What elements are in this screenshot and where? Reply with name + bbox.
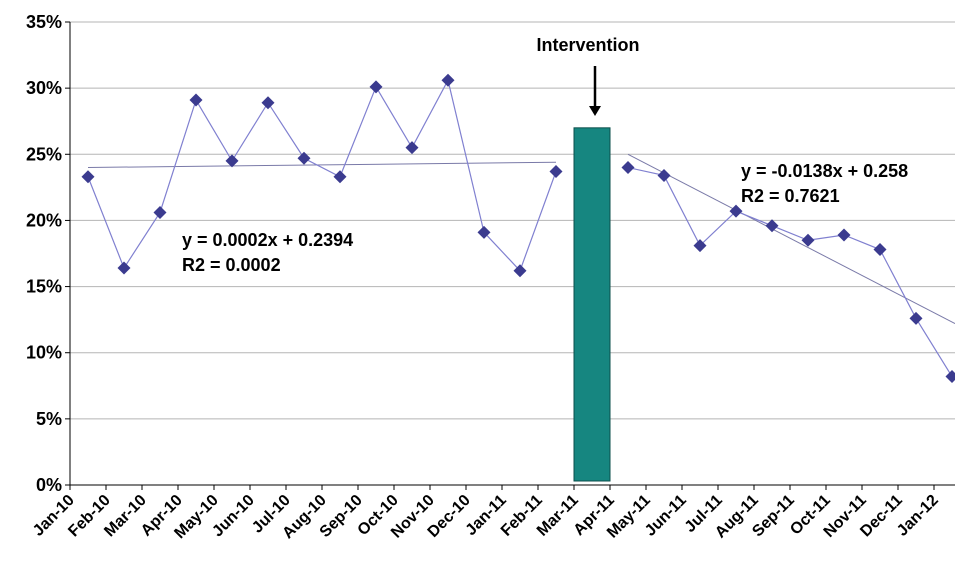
trendline: [627, 153, 955, 325]
gridlines: [70, 21, 955, 486]
data-point: [405, 141, 419, 155]
data-point: [549, 164, 563, 178]
data-point: [873, 243, 887, 257]
data-point: [441, 73, 455, 87]
data-point: [801, 233, 815, 247]
trendline-2-equation: y = -0.0138x + 0.258: [741, 161, 908, 181]
y-tick-label: 5%: [36, 409, 62, 429]
y-tick-label: 20%: [26, 210, 62, 230]
data-point: [945, 370, 955, 384]
y-tick-label: 0%: [36, 475, 62, 495]
data-point: [657, 168, 671, 182]
intervention-arrow-head: [589, 106, 601, 116]
data-point: [369, 80, 383, 94]
trendline-1-equation: y = 0.0002x + 0.2394: [182, 230, 353, 250]
y-tick-label: 25%: [26, 144, 62, 164]
intervention-marker: [573, 66, 611, 482]
y-axis: 0% 5% 10% 15% 20% 25% 30% 35%: [26, 12, 71, 495]
data-point: [729, 204, 743, 218]
data-point: [189, 93, 203, 107]
y-tick-label: 15%: [26, 277, 62, 297]
x-tick-label: Jan-12: [894, 492, 942, 540]
data-point: [153, 205, 167, 219]
data-point: [225, 154, 239, 168]
trendlines: [87, 153, 955, 325]
x-tick-label: Jun-11: [642, 492, 690, 540]
data-point: [765, 219, 779, 233]
trendline: [87, 161, 557, 169]
intervention-bar: [573, 127, 611, 482]
y-tick-label: 35%: [26, 12, 62, 32]
trendline-2-r2: R2 = 0.7621: [741, 186, 840, 206]
data-point: [909, 311, 923, 325]
data-point: [693, 239, 707, 253]
data-point: [513, 264, 527, 278]
y-tick-label: 10%: [26, 343, 62, 363]
x-axis: Jan-10Feb-10Mar-10Apr-10May-10Jun-10Jul-…: [30, 485, 942, 542]
series-line: [627, 166, 953, 377]
data-point: [117, 261, 131, 275]
trendline-1-r2: R2 = 0.0002: [182, 255, 281, 275]
series: [81, 73, 955, 384]
data-point: [297, 151, 311, 165]
data-point: [261, 96, 275, 110]
data-point: [837, 228, 851, 242]
data-point: [477, 225, 491, 239]
data-point: [621, 161, 635, 175]
data-point: [333, 170, 347, 184]
intervention-label: Intervention: [536, 35, 639, 55]
y-tick-label: 30%: [26, 78, 62, 98]
series-line: [87, 78, 557, 272]
data-point: [81, 170, 95, 184]
